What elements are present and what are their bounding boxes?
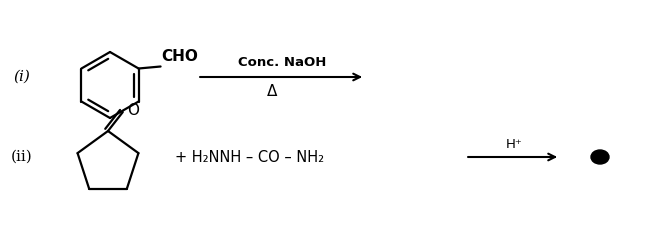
Text: Conc. NaOH: Conc. NaOH (238, 56, 327, 70)
Text: (ii): (ii) (11, 150, 33, 164)
Text: H⁺: H⁺ (506, 137, 523, 151)
Ellipse shape (591, 150, 609, 164)
Text: Δ: Δ (267, 83, 278, 99)
Text: CHO: CHO (162, 49, 198, 64)
Text: (i): (i) (14, 70, 31, 84)
Text: + H₂NNH – CO – NH₂: + H₂NNH – CO – NH₂ (175, 149, 324, 164)
Text: O: O (127, 103, 139, 118)
